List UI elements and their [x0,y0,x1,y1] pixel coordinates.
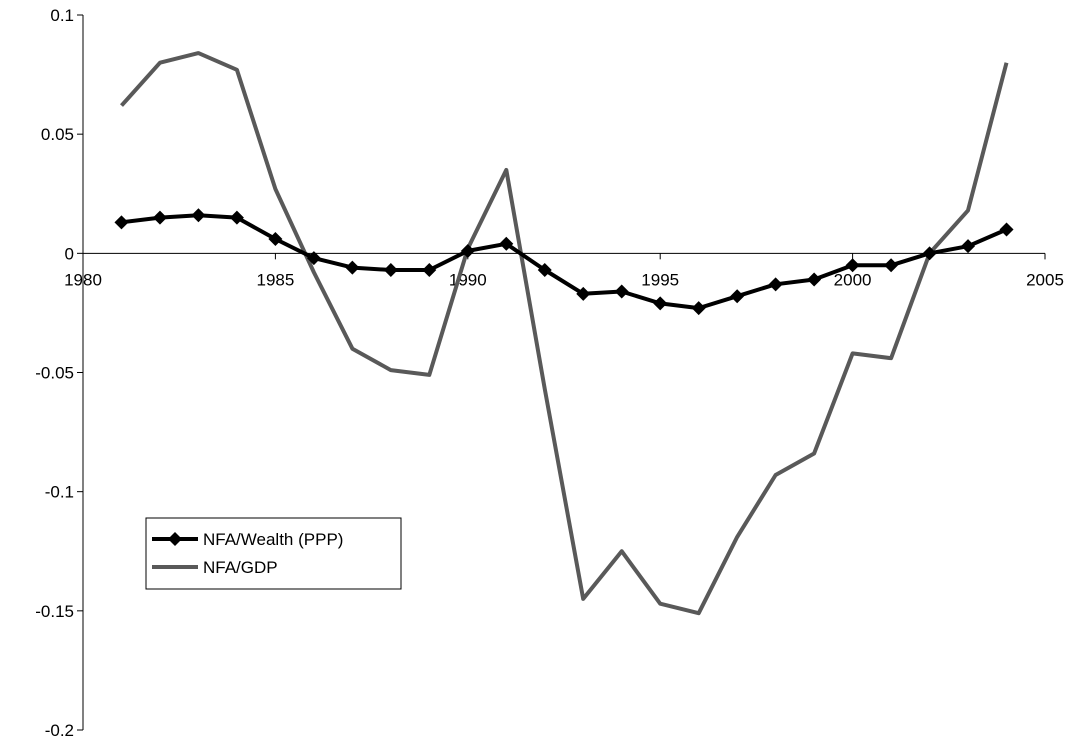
data-point-nfa-wealth-ppp [845,258,860,273]
y-tick-label: -0.15 [35,602,74,621]
x-tick-label: 1980 [64,270,102,289]
x-tick-label: 1995 [641,270,679,289]
data-point-nfa-wealth-ppp [961,239,976,254]
data-point-nfa-wealth-ppp [807,272,822,287]
legend-label-nfa-gdp: NFA/GDP [203,558,278,577]
data-point-nfa-wealth-ppp [653,296,668,311]
series-line-nfa-gdp [120,51,1009,616]
data-point-nfa-wealth-ppp [345,260,360,275]
data-point-nfa-wealth-ppp [999,222,1014,237]
data-point-nfa-wealth-ppp [268,232,283,247]
data-point-nfa-wealth-ppp [422,263,437,278]
data-point-nfa-wealth-ppp [383,263,398,278]
data-point-nfa-wealth-ppp [152,210,167,225]
axes [77,14,1046,731]
y-tick-labels: 0.1 0.05 0 -0.05 -0.1 -0.15 -0.2 [35,6,74,740]
data-point-nfa-wealth-ppp [114,215,129,230]
series-line-nfa-wealth-ppp [121,213,1008,311]
legend: NFA/Wealth (PPP) NFA/GDP [145,517,402,590]
data-point-nfa-wealth-ppp [576,286,591,301]
y-tick-label: -0.05 [35,364,74,383]
data-point-nfa-wealth-ppp [460,243,475,258]
y-tick-label: 0.05 [41,125,74,144]
y-tick-label: 0 [65,244,74,263]
data-point-nfa-wealth-ppp [730,289,745,304]
legend-box [145,517,402,590]
legend-marker-nfa-wealth [168,532,182,546]
data-point-nfa-wealth-ppp [537,263,552,278]
data-point-nfa-wealth-ppp [614,284,629,299]
data-point-nfa-wealth-ppp [191,208,206,223]
x-tick-label: 2005 [1026,270,1064,289]
data-point-nfa-wealth-ppp [922,246,937,261]
y-tick-label: -0.1 [45,483,74,502]
series-layer [114,51,1014,616]
x-tick-label: 1985 [256,270,294,289]
data-point-nfa-wealth-ppp [306,251,321,266]
y-tick-label: 0.1 [50,6,74,25]
data-point-nfa-wealth-ppp [229,210,244,225]
data-point-nfa-wealth-ppp [768,277,783,292]
data-point-nfa-wealth-ppp [884,258,899,273]
x-tick-label: 2000 [834,270,872,289]
data-point-nfa-wealth-ppp [499,236,514,251]
data-point-nfa-wealth-ppp [691,301,706,316]
x-tick-labels: 1980 1985 1990 1995 2000 2005 [64,270,1064,289]
y-tick-label: -0.2 [45,721,74,740]
legend-label-nfa-wealth: NFA/Wealth (PPP) [203,530,343,549]
